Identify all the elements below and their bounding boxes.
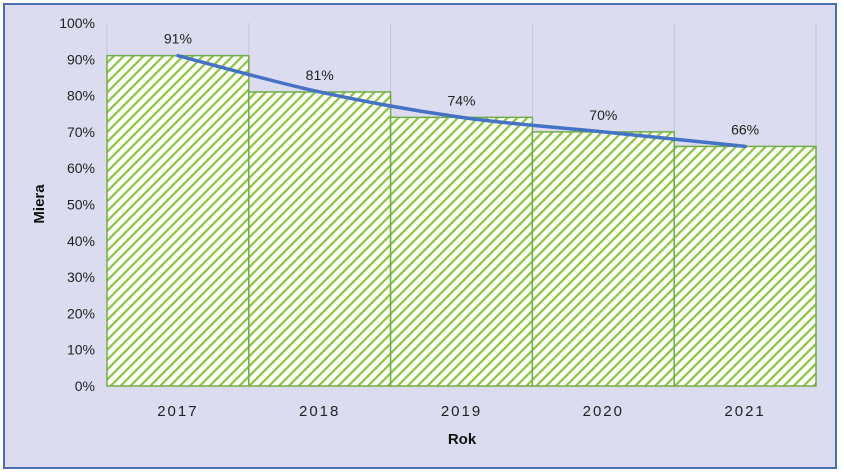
data-label: 81% — [306, 67, 334, 83]
y-tick-label: 50% — [67, 197, 95, 213]
data-label: 91% — [164, 31, 192, 47]
x-tick-label: 2017 — [157, 403, 198, 420]
data-label: 70% — [589, 107, 617, 123]
bar-2020 — [531, 131, 675, 387]
y-tick-label: 20% — [67, 305, 95, 321]
bar-2018 — [248, 91, 392, 387]
x-tick-label: 2020 — [583, 403, 624, 420]
bar-2021 — [673, 145, 817, 387]
y-tick-label: 60% — [67, 160, 95, 176]
data-label: 74% — [447, 92, 475, 108]
y-tick-label: 100% — [59, 15, 95, 31]
x-tick-label: 2018 — [299, 403, 340, 420]
x-axis-title: Rok — [448, 431, 477, 448]
y-tick-label: 40% — [67, 233, 95, 249]
y-tick-label: 90% — [67, 51, 95, 67]
y-tick-label: 10% — [67, 342, 95, 358]
trend-line — [176, 53, 747, 149]
x-tick-label: 2019 — [441, 403, 482, 420]
bar-2019 — [389, 116, 534, 387]
y-tick-label: 30% — [67, 269, 95, 285]
y-tick-label: 80% — [67, 88, 95, 104]
y-tick-label: 0% — [75, 378, 95, 394]
x-tick-label: 2021 — [724, 403, 765, 420]
bar-2017 — [106, 54, 250, 387]
y-axis-title: Miera — [31, 184, 48, 224]
y-tick-label: 70% — [67, 124, 95, 140]
data-label: 66% — [731, 121, 759, 137]
